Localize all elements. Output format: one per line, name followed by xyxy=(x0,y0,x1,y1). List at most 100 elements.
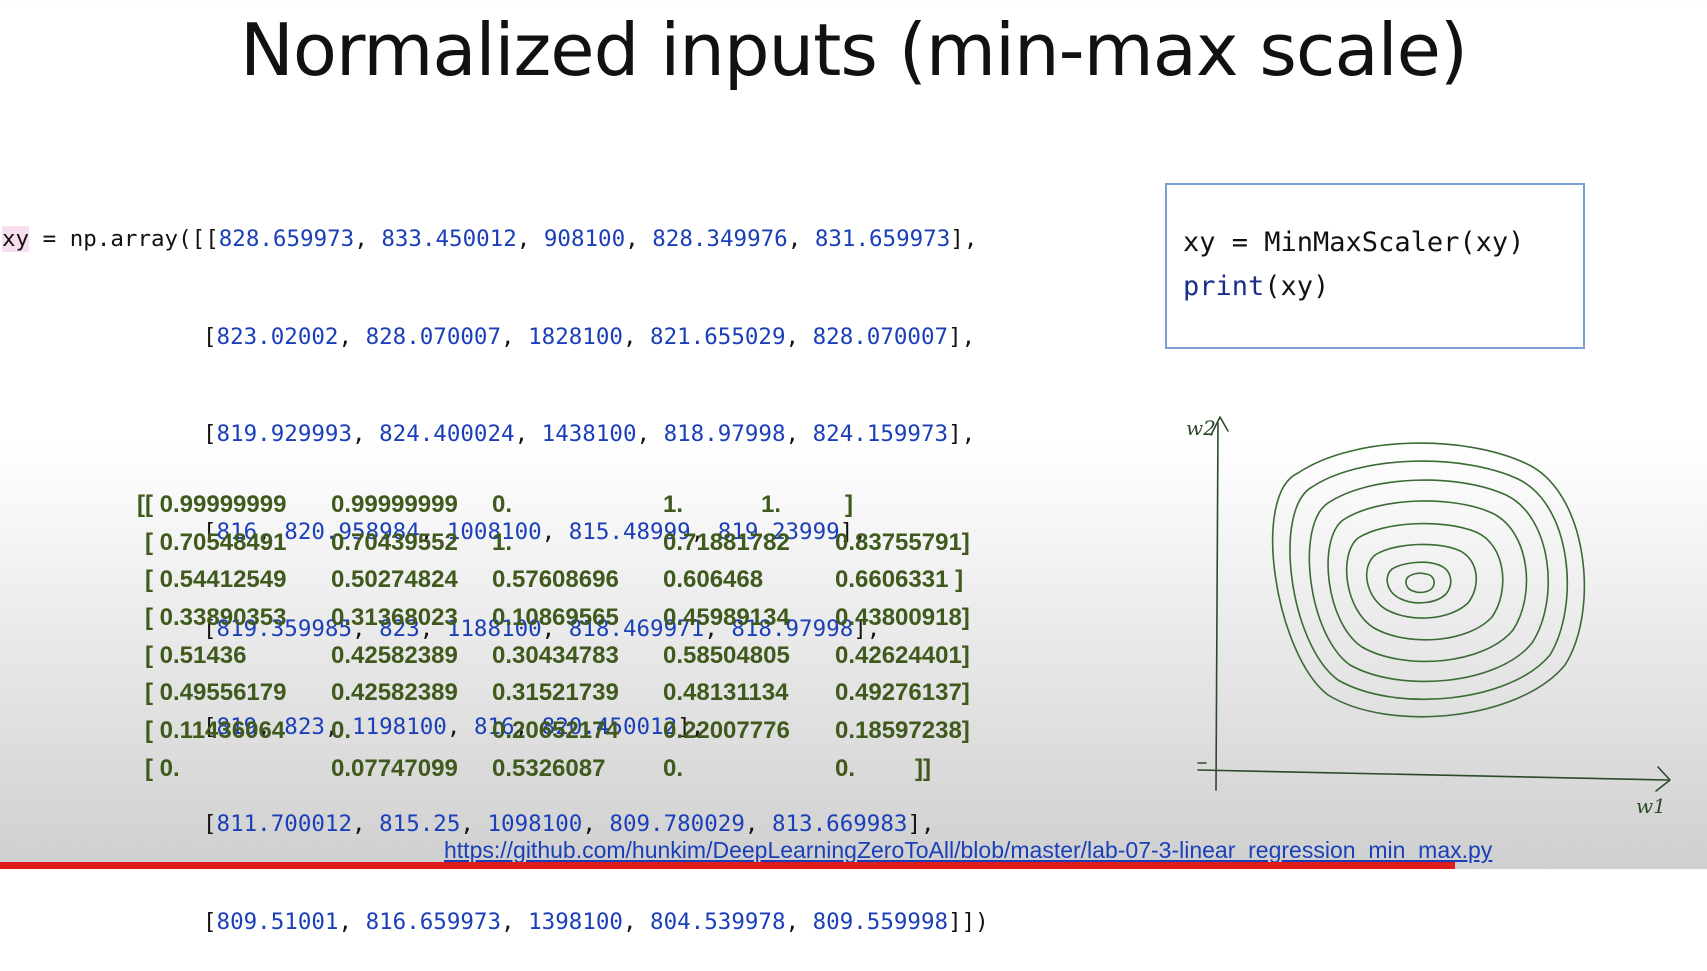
code-line: xy = np.array([[828.659973, 833.450012, … xyxy=(2,226,978,252)
output-value: 0.42582389 xyxy=(331,679,458,707)
slide-title: Normalized inputs (min-max scale) xyxy=(240,8,1468,92)
code-value: 908100 xyxy=(543,226,626,252)
output-value: 0.10869565 xyxy=(492,604,619,632)
code-line: [816, 820.958984, 1008100, 815.48999, 81… xyxy=(203,518,867,545)
contour-sketch: w2 w1 xyxy=(1186,416,1671,818)
output-value: 0.99999999 xyxy=(331,491,458,518)
y-axis-arrow xyxy=(1210,416,1229,436)
code-value: 824.400024 xyxy=(379,421,515,447)
code-value: 1008100 xyxy=(446,518,542,545)
code-value: 823 xyxy=(379,616,420,642)
code-line: [809.51001, 816.659973, 1398100, 804.539… xyxy=(203,908,989,935)
code-value: 818.97998 xyxy=(731,616,854,642)
code-value: 819.929993 xyxy=(216,421,353,447)
output-value: 0.83755791] xyxy=(835,528,970,556)
output-value: ] xyxy=(845,491,853,518)
output-value: [ 0.54412549 xyxy=(145,566,287,594)
output-value: 1. xyxy=(492,528,513,556)
output-value: [ 0.33890353 xyxy=(145,604,287,632)
code-value: 1438100 xyxy=(541,421,637,447)
output-value: 0.45989134 xyxy=(663,604,790,632)
code-value: 820.958984 xyxy=(284,518,420,545)
code-value: 823 xyxy=(284,713,325,740)
code-line: [811.700012, 815.25, 1098100, 809.780029… xyxy=(203,811,935,837)
code-value: 819.23999 xyxy=(717,518,840,545)
output-value: 0. xyxy=(835,754,856,782)
output-value: 0.31368023 xyxy=(331,604,458,632)
code-value: 824.159973 xyxy=(812,421,949,447)
code-value: 828.070007 xyxy=(812,323,949,350)
print-keyword: print xyxy=(1183,271,1265,302)
code-value: 819.359985 xyxy=(216,616,353,642)
output-value: 0.43800918] xyxy=(835,604,970,632)
code-value: 815.48999 xyxy=(568,518,691,545)
output-value: 0.07747099 xyxy=(331,754,458,782)
scaler-code-box: xy = MinMaxScaler(xy) print(xy) xyxy=(1165,183,1585,349)
output-value: 0. xyxy=(331,717,352,745)
print-line: print(xy) xyxy=(1183,271,1329,302)
output-value: 0.6606331 ] xyxy=(835,566,964,594)
output-value: 0.49276137] xyxy=(835,679,970,707)
code-value: 820.450012 xyxy=(541,713,678,740)
code-value: 816.659973 xyxy=(365,908,502,935)
scaler-line: xy = MinMaxScaler(xy) xyxy=(1183,227,1525,258)
code-value: 818.97998 xyxy=(663,421,786,447)
x-axis-line xyxy=(1197,769,1669,781)
output-value: 0.42624401] xyxy=(835,641,970,669)
github-source-link[interactable]: https://github.com/hunkim/DeepLearningZe… xyxy=(444,837,1493,863)
output-value: 0.57608696 xyxy=(492,566,619,594)
output-value: 0. xyxy=(663,754,684,782)
output-value: 0.30434783 xyxy=(492,641,619,669)
code-value: 1828100 xyxy=(528,323,623,350)
output-value: [ 0.49556179 xyxy=(145,679,287,707)
code-value: 819 xyxy=(216,713,258,740)
output-value: 0.20652174 xyxy=(492,717,619,745)
code-closing: ]]) xyxy=(948,908,989,935)
output-value: [ 0.11436064 xyxy=(145,717,286,745)
output-value: 0.50274824 xyxy=(331,566,458,594)
output-value: 0.31521739 xyxy=(492,679,619,707)
code-value: 815.25 xyxy=(379,811,461,837)
code-value: 809.51001 xyxy=(216,908,339,935)
code-line: [819, 823, 1198100, 816, 820.450012], xyxy=(203,713,705,740)
output-value: 0.71881782 xyxy=(663,528,790,556)
output-value: ]] xyxy=(915,754,931,782)
output-value: 0.5326087 xyxy=(492,754,606,782)
code-value: 828.659973 xyxy=(218,226,355,252)
code-value: 818.469971 xyxy=(568,616,705,642)
code-value: 811.700012 xyxy=(216,811,353,837)
output-value: [[ 0.99999999 xyxy=(137,491,287,518)
output-value: 0.606468 xyxy=(663,566,764,594)
output-value: 0.58504805 xyxy=(663,641,790,669)
code-var: xy xyxy=(2,226,30,252)
x-axis-arrow xyxy=(1655,766,1671,792)
code-value: 833.450012 xyxy=(381,226,517,252)
x-axis-label: w1 xyxy=(1636,794,1666,818)
output-value: 0.70439552 xyxy=(331,528,458,556)
code-value: 1398100 xyxy=(528,908,623,935)
print-args: (xy) xyxy=(1264,271,1330,302)
video-progress-bar[interactable] xyxy=(0,862,1455,869)
output-value: 0. xyxy=(492,491,513,518)
code-value: 809.559998 xyxy=(812,908,949,935)
code-value: 813.669983 xyxy=(771,811,908,837)
code-value: 828.349976 xyxy=(652,226,788,252)
output-value: 0.22007776 xyxy=(663,717,790,745)
output-value: 1. xyxy=(663,491,684,518)
code-line: [819.929993, 824.400024, 1438100, 818.97… xyxy=(203,421,976,447)
code-value: 1198100 xyxy=(352,713,447,740)
output-value: 0.18597238] xyxy=(835,717,970,745)
contour-lines xyxy=(1271,442,1586,718)
code-value: 1188100 xyxy=(446,616,542,642)
code-value: 828.070007 xyxy=(365,323,502,350)
code-value: 1098100 xyxy=(487,811,583,837)
code-line: [823.02002, 828.070007, 1828100, 821.655… xyxy=(203,323,976,350)
output-value: [ 0.70548491 xyxy=(145,528,287,556)
output-value: 0.48131134 xyxy=(663,679,789,707)
code-line: [819.359985, 823, 1188100, 818.469971, 8… xyxy=(203,616,881,642)
code-value: 804.539978 xyxy=(650,908,786,935)
output-value: [ 0. xyxy=(145,754,180,782)
code-value: 823.02002 xyxy=(216,323,339,350)
code-value: 831.659973 xyxy=(814,226,951,252)
code-value: 816 xyxy=(216,518,258,545)
